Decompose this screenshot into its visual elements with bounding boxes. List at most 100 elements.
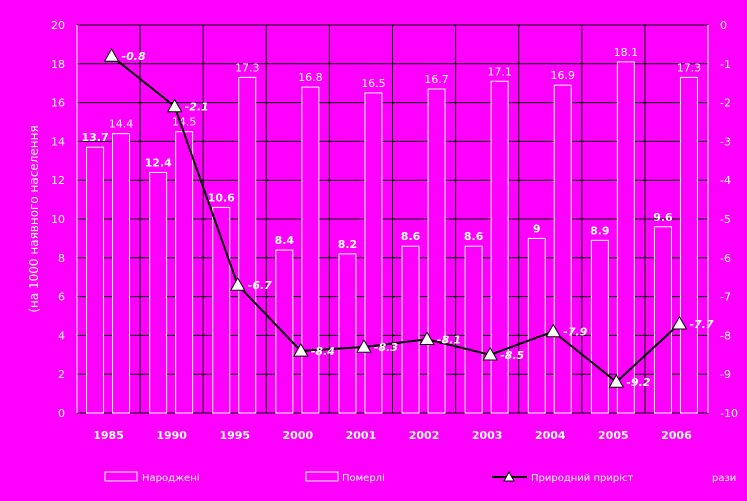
bar-label-deaths: 17.3 — [235, 61, 260, 74]
right-tick-label: -7 — [720, 291, 731, 304]
bar-label-births: 8.9 — [590, 224, 610, 237]
bar-label-deaths: 17.1 — [487, 65, 512, 78]
line-marker — [671, 315, 688, 330]
right-tick-label: -9 — [720, 368, 731, 381]
right-tick-label: -3 — [720, 135, 731, 148]
line-label: -2.1 — [185, 100, 209, 113]
line-label: -6.7 — [248, 279, 272, 292]
bar-births — [401, 245, 420, 414]
bar-label-births: 8.4 — [275, 234, 295, 247]
right-tick-label: -8 — [720, 329, 731, 342]
bar-label-births: 9.6 — [653, 211, 673, 224]
x-tick-label: 1995 — [219, 429, 250, 442]
x-tick-label: 2001 — [346, 429, 377, 442]
bar-label-births: 8.6 — [464, 230, 484, 243]
right-tick-label: 0 — [720, 19, 727, 32]
bar-label-deaths: 17.3 — [677, 61, 702, 74]
bar-deaths — [490, 80, 509, 414]
right-tick-label: -1 — [720, 58, 731, 71]
left-tick-label: 2 — [58, 368, 65, 381]
x-tick-label: 2002 — [409, 429, 440, 442]
bar-deaths — [175, 131, 194, 414]
left-tick-label: 16 — [51, 97, 65, 110]
x-tick-label: 2004 — [535, 429, 566, 442]
left-tick-label: 4 — [58, 329, 65, 342]
line-marker — [292, 342, 309, 357]
line-label: -8.4 — [311, 345, 335, 358]
bar-label-deaths: 16.5 — [361, 77, 386, 90]
line-label: -8.1 — [437, 333, 461, 346]
line-marker — [608, 373, 625, 388]
bar-label-births: 8.6 — [401, 230, 421, 243]
line-marker — [545, 323, 562, 338]
left-tick-label: 18 — [51, 58, 65, 71]
left-tick-label: 14 — [51, 135, 65, 148]
left-tick-label: 10 — [51, 213, 65, 226]
line-marker — [356, 339, 372, 353]
bar-series-group: 13.714.4 12.4 14.5 10.6 17.3 8.4 16.8 8.2 16.5 8.… — [81, 46, 702, 414]
bar-births — [653, 226, 672, 414]
legend: Народжені Померлі Природний приріст рази — [104, 470, 736, 484]
left-tick-label: 12 — [51, 174, 65, 187]
right-tick-label: -6 — [720, 252, 731, 265]
bar-deaths — [238, 76, 257, 414]
line-label: -7.7 — [689, 318, 713, 331]
legend-marker-sample — [503, 470, 515, 482]
line-natural-increase — [110, 55, 681, 384]
bar-label-deaths: 18.1 — [614, 46, 639, 59]
bar-label-births: 12.4 — [145, 156, 172, 169]
bar-births — [464, 245, 483, 414]
bar-label-deaths: 16.8 — [298, 71, 323, 84]
bar-births — [212, 206, 231, 414]
line-marker — [229, 276, 246, 291]
x-tick-label: 1985 — [93, 429, 124, 442]
legend-swatch-deaths — [305, 471, 339, 482]
legend-swatch-births — [104, 471, 138, 482]
line-label: -0.8 — [122, 50, 146, 63]
bar-deaths — [364, 92, 383, 414]
bar-label-births: 10.6 — [208, 191, 235, 204]
bar-deaths — [301, 86, 320, 414]
bar-births — [527, 237, 546, 414]
x-tick-label: 2006 — [661, 429, 692, 442]
line-label: -9.2 — [626, 376, 650, 389]
line-label: -8.5 — [500, 349, 524, 362]
left-tick-label: 6 — [58, 291, 65, 304]
line-marker — [166, 98, 183, 113]
line-marker — [103, 48, 120, 62]
bar-deaths — [616, 61, 635, 414]
x-tick-label: 2005 — [598, 429, 629, 442]
bar-label-deaths: 16.7 — [424, 73, 449, 86]
line-markers: -0.8 -2.1 -6.7 -8.4 -8.3 -8.1 -8.5 -7.9 -9.2 -7.7 — [103, 48, 714, 389]
line-marker — [419, 331, 435, 346]
bar-births — [275, 249, 294, 414]
bar-deaths — [679, 76, 698, 414]
bar-label-deaths: 16.9 — [551, 69, 576, 82]
bar-label-births: 9 — [533, 222, 541, 235]
bar-label-births: 13.7 — [81, 131, 108, 144]
bar-births — [149, 171, 168, 414]
bar-births — [338, 253, 357, 414]
bar-label-deaths: 14.5 — [172, 116, 197, 129]
x-tick-label: 2000 — [283, 429, 314, 442]
bar-deaths — [112, 133, 131, 414]
line-label: -7.9 — [563, 326, 587, 339]
left-tick-label: 20 — [51, 19, 65, 32]
bar-deaths — [553, 84, 572, 414]
x-tick-label: 2003 — [472, 429, 503, 442]
gridlines — [76, 24, 709, 414]
y-axis-title: (на 1000 наявного населення — [27, 125, 41, 312]
line-marker — [482, 346, 499, 361]
right-tick-label: -5 — [720, 213, 731, 226]
x-tick-label: 1990 — [156, 429, 187, 442]
legend-trailing-text: рази — [712, 473, 736, 484]
left-tick-label: 0 — [58, 407, 65, 420]
legend-label-deaths: Померлі — [342, 472, 385, 484]
right-tick-label: -2 — [720, 97, 731, 110]
bar-label-deaths: 14.4 — [109, 118, 134, 131]
bar-deaths — [427, 88, 446, 414]
left-tick-label: 8 — [58, 252, 65, 265]
bar-label-births: 8.2 — [338, 238, 358, 251]
